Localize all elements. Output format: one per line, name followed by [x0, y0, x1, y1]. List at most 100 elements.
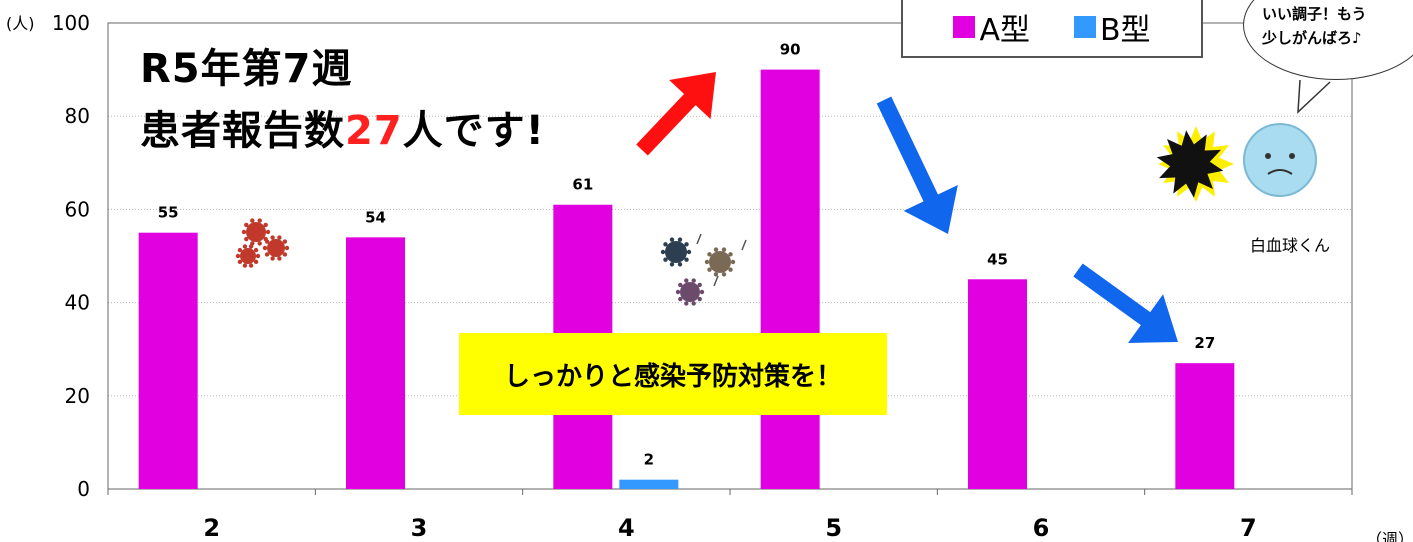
virus-icon-spike — [707, 252, 712, 257]
legend-label-a: A型 — [979, 13, 1030, 48]
virus-icon-spike — [678, 296, 683, 302]
x-tick-label: 7 — [1240, 514, 1257, 542]
legend: A型 B型 — [901, 0, 1203, 58]
bar-b — [619, 479, 679, 489]
virus-icon-spike — [691, 278, 696, 283]
virus-icon-spike — [253, 259, 259, 265]
virus-icon-spike — [684, 278, 689, 283]
virus-icon-spike — [253, 247, 259, 253]
virus-icon-spike — [677, 262, 683, 267]
virus-icon-spike — [270, 235, 275, 240]
virus-icon-spike — [277, 256, 282, 261]
speech-bubble-line-1: いい調子！もう — [1262, 5, 1367, 23]
wbc-eye-icon — [1265, 153, 1271, 159]
virus-icon-spike — [277, 235, 282, 240]
virus-icon-spike — [728, 252, 733, 257]
legend-swatch-a — [953, 16, 976, 38]
title-suffix: 人です! — [402, 108, 545, 154]
virus-icon-spike — [707, 267, 712, 272]
virus-icon-spike — [728, 267, 733, 272]
virus-icon-spike — [669, 262, 675, 267]
virus-icon-spike — [677, 237, 683, 242]
virus-icon-spike — [244, 236, 249, 242]
virus-icon-spike — [675, 289, 681, 295]
wbc-eye-icon — [1289, 153, 1295, 159]
virus-icon-spike — [713, 247, 719, 252]
virus-icon-spike — [697, 296, 702, 302]
virus-icon-spike — [684, 301, 689, 306]
virus-icon-spike — [248, 244, 254, 249]
y-tick-label: 60 — [65, 197, 90, 221]
virus-icon-spike — [663, 257, 668, 262]
virus-icon-spike — [699, 289, 705, 295]
virus-icon-spike — [270, 256, 275, 261]
virus-icon-spike — [660, 249, 666, 255]
virus-icon-spike — [264, 239, 270, 244]
callout-box: しっかりと感染予防対策を！ — [459, 333, 887, 415]
virus-icon — [680, 282, 700, 302]
y-tick-label: 40 — [65, 291, 90, 315]
y-tick-label: 80 — [65, 104, 90, 128]
virus-icon-spike — [263, 222, 268, 228]
virus-icon-spike — [242, 263, 248, 268]
virus-icon-spike — [244, 222, 249, 228]
bar-a — [1175, 363, 1235, 489]
x-axis-unit: （週） — [1366, 530, 1413, 542]
virus-icon-spike — [242, 244, 248, 249]
legend-item-a: A型 — [953, 5, 1030, 49]
x-tick-label: 4 — [618, 514, 635, 542]
legend-item-b: B型 — [1073, 5, 1151, 49]
wbc-mouth-icon — [1267, 169, 1293, 175]
blue-down-arrow-1-shape — [876, 96, 958, 234]
virus-icon — [665, 241, 687, 263]
virus-icon-spike — [241, 229, 247, 235]
data-label: 61 — [572, 176, 593, 194]
x-tick-label: 2 — [203, 514, 220, 542]
bar-a — [968, 279, 1027, 489]
virus-icon-spike — [237, 247, 243, 253]
data-label: 27 — [1194, 334, 1215, 352]
y-tick-label: 0 — [77, 477, 90, 501]
virus-icon — [246, 222, 266, 242]
virus-icon-spike — [704, 259, 710, 265]
legend-label-b: B型 — [1099, 13, 1151, 48]
title-number: 27 — [345, 108, 403, 154]
data-label: 54 — [365, 208, 386, 226]
speech-bubble-text: いい調子！もう 少しがんばろ♪ — [1262, 2, 1412, 50]
virus-icon-spike — [686, 249, 692, 255]
speech-bubble-line-2: 少しがんばろ♪ — [1262, 29, 1362, 47]
virus-icon-spike — [265, 229, 271, 235]
red-up-arrow-shape — [636, 72, 716, 156]
white-blood-cell-icon — [1243, 123, 1317, 197]
germ-enemy-icon — [1156, 130, 1224, 198]
blue-down-arrow-2-shape — [1073, 263, 1178, 343]
x-tick-label: 3 — [411, 514, 428, 542]
character-label: 白血球くん — [1250, 236, 1331, 255]
pitchfork-icon — [696, 233, 702, 245]
chart-title-line-1: R5年第7週 — [140, 46, 353, 92]
virus-icon-spike — [684, 242, 689, 247]
virus-icon — [709, 251, 731, 273]
virus-icon-spike — [282, 239, 288, 244]
x-tick-label: 5 — [825, 514, 842, 542]
virus-icon-spike — [282, 252, 288, 257]
virus-icon-spike — [663, 242, 668, 247]
y-tick-label: 100 — [52, 11, 90, 35]
virus-icon-spike — [255, 253, 261, 259]
blue-down-arrow-1 — [876, 96, 958, 234]
blue-down-arrow-2 — [1073, 263, 1178, 343]
virus-icon-spike — [237, 259, 243, 265]
x-tick-label: 6 — [1033, 514, 1050, 542]
virus-icon-spike — [713, 272, 719, 277]
virus-icon-spike — [262, 245, 268, 251]
chart-title-line-2: 患者報告数27人です! — [140, 98, 545, 156]
title-prefix: 患者報告数 — [140, 108, 345, 154]
data-label: 45 — [987, 250, 1008, 268]
virus-icon-spike — [684, 257, 689, 262]
legend-swatch-b — [1073, 16, 1096, 38]
y-axis-unit: (人) — [6, 14, 35, 33]
virus-icon-spike — [721, 272, 727, 277]
bar-a — [760, 69, 820, 489]
virus-icon-spike — [264, 252, 270, 257]
